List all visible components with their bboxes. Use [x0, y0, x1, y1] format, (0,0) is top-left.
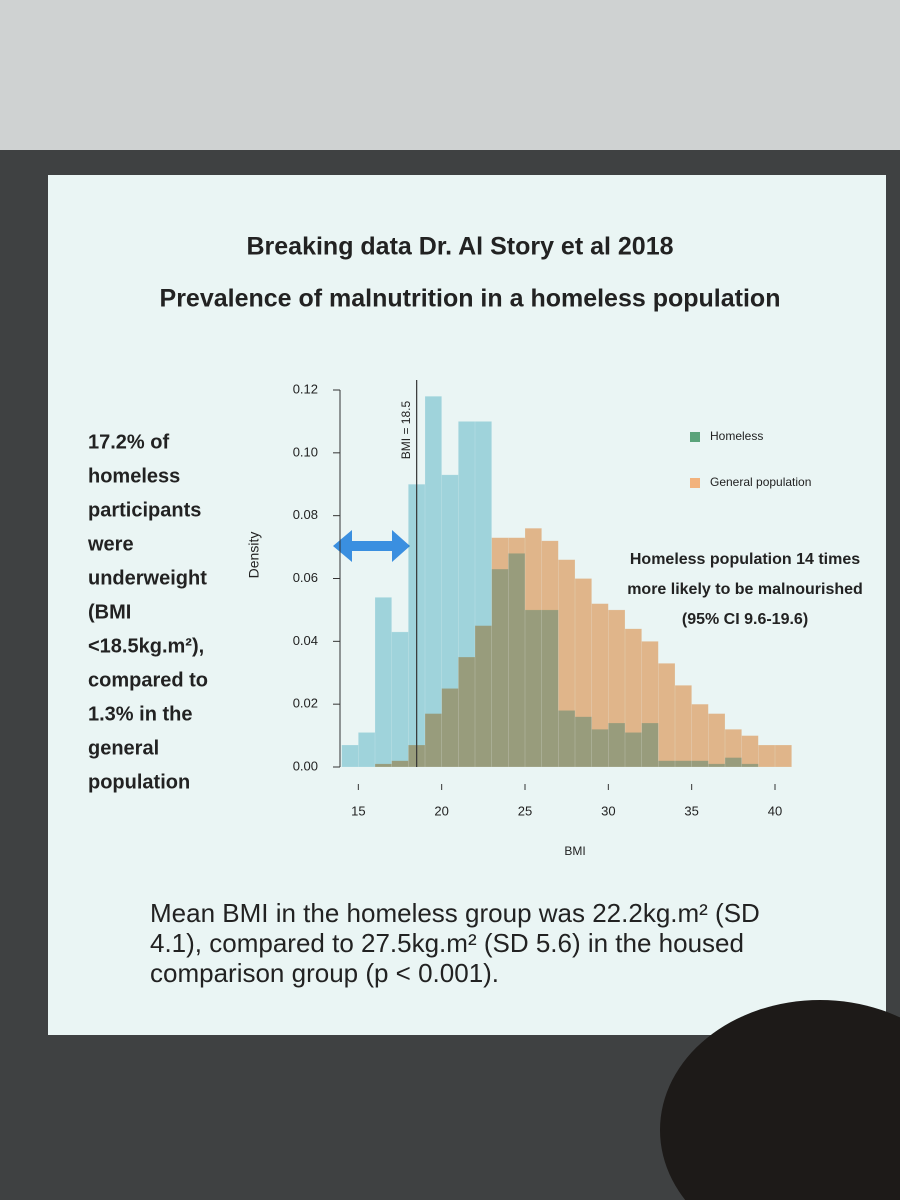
bar: [674, 685, 692, 768]
bar: [374, 597, 392, 768]
footer-text: 4.1), compared to 27.5kg.m² (SD 5.6) in …: [150, 928, 744, 958]
y-tick-label: 0.02: [293, 696, 318, 711]
side-note: homeless: [88, 465, 180, 487]
bar: [474, 625, 492, 768]
bar: [524, 527, 542, 768]
bar: [358, 732, 376, 768]
y-tick-label: 0.06: [293, 570, 318, 585]
bar: [741, 735, 759, 768]
y-tick-label: 0.04: [293, 633, 318, 648]
x-tick-label: 15: [351, 803, 365, 818]
y-axis-label: Density: [246, 532, 262, 579]
audience-head: [660, 1000, 900, 1200]
bar: [341, 744, 359, 768]
side-note: 1.3% in the: [88, 703, 192, 725]
bar: [558, 559, 576, 768]
side-note: compared to: [88, 669, 208, 691]
bar: [774, 744, 792, 768]
x-tick-label: 35: [684, 803, 698, 818]
bar: [508, 537, 526, 768]
reference-label: BMI = 18.5: [399, 400, 413, 459]
bar: [391, 760, 409, 768]
x-tick-label: 20: [434, 803, 448, 818]
y-tick-label: 0.00: [293, 758, 318, 773]
side-note: 17.2% of: [88, 431, 169, 453]
side-note: (BMI: [88, 601, 131, 623]
side-note: general: [88, 737, 159, 759]
legend-label: Homeless: [710, 429, 763, 443]
side-note: underweight: [88, 567, 207, 589]
bar: [624, 628, 642, 768]
bar: [591, 603, 609, 768]
x-axis-label: BMI: [564, 844, 585, 858]
footer-text: Mean BMI in the homeless group was 22.2k…: [150, 898, 760, 928]
legend-swatch: [690, 478, 700, 488]
side-note: were: [87, 533, 134, 555]
bar: [391, 631, 409, 768]
y-tick-label: 0.12: [293, 381, 318, 396]
bar: [641, 641, 659, 768]
bar: [458, 656, 476, 768]
footer-text: comparison group (p < 0.001).: [150, 958, 499, 988]
x-tick-label: 25: [518, 803, 532, 818]
legend-swatch: [690, 432, 700, 442]
annotation: more likely to be malnourished: [627, 581, 863, 598]
bar: [758, 744, 776, 768]
bar: [658, 663, 676, 768]
annotation: (95% CI 9.6-19.6): [682, 611, 808, 628]
chart-title: Breaking data Dr. Al Story et al 2018: [246, 233, 673, 261]
bar: [424, 713, 442, 768]
side-note: population: [88, 771, 190, 793]
x-tick-label: 30: [601, 803, 615, 818]
bar: [541, 540, 559, 768]
range-arrow: [333, 530, 410, 562]
x-tick-label: 40: [768, 803, 782, 818]
annotation: Homeless population 14 times: [630, 551, 860, 568]
chart-subtitle: Prevalence of malnutrition in a homeless…: [160, 285, 781, 313]
y-tick-label: 0.10: [293, 444, 318, 459]
bar: [374, 763, 392, 768]
bar: [608, 609, 626, 768]
side-note: participants: [88, 499, 201, 521]
bar: [708, 713, 726, 768]
y-tick-label: 0.08: [293, 507, 318, 522]
bar: [491, 537, 509, 768]
bar: [574, 578, 592, 768]
bar: [691, 703, 709, 768]
bar: [424, 396, 442, 768]
ceiling: [0, 0, 900, 150]
legend-label: General population: [710, 475, 811, 489]
bar: [441, 688, 459, 768]
side-note: <18.5kg.m²),: [88, 635, 204, 657]
bar: [724, 729, 742, 768]
